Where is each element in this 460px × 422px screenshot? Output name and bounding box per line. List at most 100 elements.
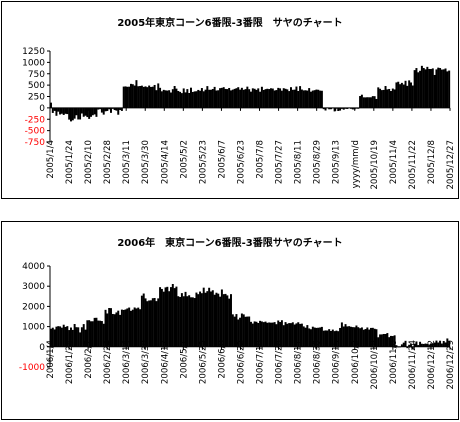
bar bbox=[446, 338, 449, 347]
bar bbox=[379, 88, 382, 108]
bar bbox=[266, 88, 269, 108]
bar bbox=[242, 314, 245, 347]
bar bbox=[171, 89, 174, 108]
bar bbox=[73, 324, 76, 347]
bar bbox=[437, 342, 440, 347]
x-tick-label: 2006/4/17 bbox=[160, 340, 170, 384]
bar bbox=[331, 329, 334, 347]
bar bbox=[284, 88, 287, 108]
bar bbox=[260, 86, 263, 108]
bar bbox=[251, 88, 254, 108]
bar bbox=[82, 107, 85, 117]
bar bbox=[371, 96, 374, 108]
bar bbox=[153, 297, 156, 347]
bar bbox=[231, 89, 234, 108]
bar bbox=[399, 84, 402, 108]
bar bbox=[80, 327, 83, 347]
bar bbox=[122, 86, 125, 108]
bar bbox=[357, 327, 360, 347]
bar bbox=[66, 107, 69, 115]
bar bbox=[113, 107, 116, 111]
bar bbox=[333, 331, 336, 347]
bar bbox=[151, 298, 154, 347]
bar bbox=[219, 88, 222, 108]
bar bbox=[204, 292, 207, 347]
bar bbox=[117, 107, 120, 115]
bar bbox=[182, 296, 185, 347]
x-tick-label: 2006/2/7 bbox=[84, 340, 94, 379]
bar bbox=[255, 89, 258, 108]
bar bbox=[199, 90, 202, 108]
bar bbox=[430, 69, 432, 108]
bar bbox=[71, 329, 74, 347]
bar bbox=[444, 342, 447, 347]
bar bbox=[195, 292, 198, 347]
bar bbox=[433, 342, 436, 347]
bar bbox=[304, 327, 307, 347]
bar bbox=[413, 70, 416, 108]
x-tick-label: 2006/11/8 bbox=[389, 340, 399, 384]
bar bbox=[50, 102, 52, 108]
bar bbox=[300, 323, 303, 347]
bar bbox=[426, 343, 429, 347]
bar bbox=[366, 97, 369, 108]
bar bbox=[170, 92, 172, 108]
bar bbox=[224, 293, 227, 347]
bar bbox=[133, 307, 136, 347]
bar bbox=[364, 97, 367, 108]
bar bbox=[108, 308, 111, 347]
x-tick-label: 2005/7/27 bbox=[275, 140, 285, 184]
bar bbox=[122, 309, 125, 347]
bar bbox=[337, 331, 340, 347]
bar bbox=[440, 343, 443, 347]
bar bbox=[75, 107, 78, 116]
bar bbox=[406, 85, 409, 108]
bar bbox=[268, 89, 271, 108]
bar bbox=[240, 313, 243, 347]
bar bbox=[317, 89, 320, 108]
bar bbox=[206, 86, 209, 108]
bar bbox=[248, 316, 251, 347]
bar bbox=[364, 329, 367, 347]
bar bbox=[308, 328, 311, 347]
bar bbox=[402, 84, 405, 108]
bar bbox=[188, 295, 191, 347]
y-tick-label: -750 bbox=[25, 138, 46, 148]
bar bbox=[333, 107, 336, 112]
bar bbox=[162, 89, 165, 108]
bar bbox=[250, 321, 252, 347]
bar bbox=[197, 294, 200, 347]
bar bbox=[91, 107, 94, 116]
bar bbox=[382, 89, 385, 108]
bar bbox=[70, 107, 72, 122]
bar bbox=[290, 323, 292, 347]
bar bbox=[235, 88, 238, 108]
bar bbox=[264, 89, 267, 108]
bar bbox=[110, 107, 112, 113]
bar bbox=[217, 90, 220, 108]
bar bbox=[95, 317, 98, 347]
bar bbox=[155, 301, 158, 347]
bar bbox=[186, 296, 189, 347]
bar bbox=[75, 327, 78, 347]
bar bbox=[410, 344, 412, 347]
bar bbox=[77, 107, 80, 120]
bar bbox=[135, 80, 138, 108]
bar bbox=[293, 89, 296, 108]
x-tick-label: 2005/2/10 bbox=[84, 140, 94, 184]
x-tick-label: 2006/3/14 bbox=[122, 340, 132, 384]
bar bbox=[304, 90, 307, 108]
bar bbox=[175, 88, 178, 108]
bar bbox=[340, 107, 343, 109]
bar bbox=[148, 300, 151, 347]
bar bbox=[199, 291, 202, 347]
bar bbox=[368, 329, 371, 347]
chart-svg-2006: -1000 0 1000 2000 3000 4000 2006/1/4 2006/1/24 2… bbox=[19, 262, 456, 390]
bar bbox=[142, 293, 145, 347]
bar bbox=[193, 298, 196, 347]
bar bbox=[328, 329, 331, 347]
bar bbox=[59, 326, 62, 347]
bar bbox=[326, 330, 329, 347]
bar bbox=[393, 89, 396, 108]
x-tick-label: 2005/4/14 bbox=[160, 140, 170, 184]
